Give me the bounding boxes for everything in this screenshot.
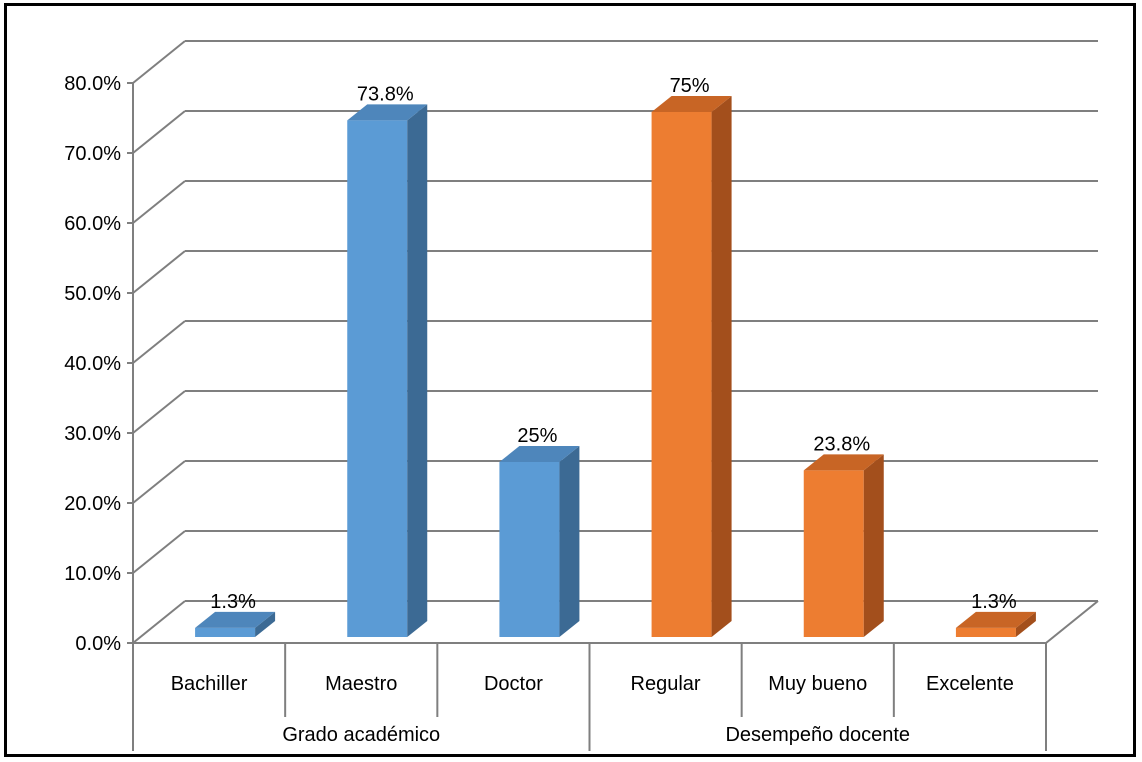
bar-doctor-front bbox=[499, 462, 560, 637]
bar-excelente-side bbox=[1015, 611, 1036, 637]
bar-maestro-side bbox=[407, 104, 428, 637]
x-group-label: Desempeño docente bbox=[725, 724, 910, 746]
bar-doctor-top bbox=[499, 446, 580, 462]
y-tick-label: 80.0% bbox=[64, 73, 121, 95]
bar-bachiller bbox=[195, 611, 276, 637]
data-label: 25% bbox=[517, 425, 557, 447]
axes: 0.0% 10.0% 20.0% 30.0% 40.0% 50.0% 60.0% 70.0% 8… bbox=[64, 73, 1047, 751]
bar-maestro-top bbox=[347, 104, 428, 121]
bars bbox=[195, 96, 1036, 637]
x-category-label: Excelente bbox=[926, 673, 1014, 695]
y-tick-label: 0.0% bbox=[75, 633, 121, 655]
bar-regular-front bbox=[651, 112, 712, 637]
data-label: 1.3% bbox=[971, 591, 1017, 613]
floor-right-edge bbox=[1045, 600, 1099, 644]
y-tick-label: 70.0% bbox=[64, 143, 121, 165]
gridlines bbox=[132, 40, 1099, 644]
y-tick-label: 50.0% bbox=[64, 283, 121, 305]
bar-regular-side bbox=[711, 96, 732, 637]
y-tick-label: 60.0% bbox=[64, 213, 121, 235]
chart-frame: 0.0% 10.0% 20.0% 30.0% 40.0% 50.0% 60.0% 70.0% 8… bbox=[4, 3, 1136, 757]
y-tick-label: 20.0% bbox=[64, 493, 121, 515]
bar-chart: 0.0% 10.0% 20.0% 30.0% 40.0% 50.0% 60.0% 70.0% 8… bbox=[64, 40, 1099, 751]
bar-doctor bbox=[499, 446, 580, 637]
bar-bachiller-top bbox=[195, 611, 276, 628]
labels: 1.3% Bachiller 73.8% Maestro 25% Doctor 75% Reg… bbox=[171, 75, 1017, 746]
gridline-diagonal bbox=[132, 390, 186, 434]
bar-excelente bbox=[955, 611, 1036, 637]
bar-regular-top bbox=[651, 96, 732, 112]
data-label: 75% bbox=[670, 75, 710, 97]
bar-muy-bueno-front bbox=[803, 470, 864, 637]
data-label: 1.3% bbox=[210, 591, 256, 613]
bar-muy-bueno bbox=[803, 454, 884, 637]
x-category-label: Doctor bbox=[484, 673, 543, 695]
bar-bachiller-side bbox=[255, 611, 276, 637]
bar-maestro-front bbox=[347, 120, 408, 637]
gridline-diagonal bbox=[132, 180, 186, 224]
y-tick-label: 30.0% bbox=[64, 423, 121, 445]
y-tick-label: 10.0% bbox=[64, 563, 121, 585]
x-category-label: Muy bueno bbox=[768, 673, 867, 695]
x-group-label: Grado académico bbox=[282, 724, 440, 746]
data-label: 23.8% bbox=[813, 433, 870, 455]
gridline-diagonal bbox=[132, 530, 186, 574]
bar-muy-bueno-side bbox=[863, 454, 884, 637]
gridline-diagonal bbox=[132, 250, 186, 294]
bar-excelente-top bbox=[955, 611, 1036, 628]
x-category-label: Regular bbox=[631, 673, 701, 695]
gridline-diagonal bbox=[132, 600, 186, 644]
x-category-label: Bachiller bbox=[171, 673, 248, 695]
bar-excelente-front bbox=[955, 627, 1016, 637]
gridline-diagonal bbox=[132, 320, 186, 364]
gridline-diagonal bbox=[132, 40, 186, 84]
bar-maestro bbox=[347, 104, 428, 637]
bar-bachiller-front bbox=[195, 627, 256, 637]
bar-regular bbox=[651, 96, 732, 637]
gridline-diagonal bbox=[132, 110, 186, 154]
gridline-diagonal bbox=[132, 460, 186, 504]
x-category-label: Maestro bbox=[325, 673, 397, 695]
data-label: 73.8% bbox=[357, 83, 414, 105]
bar-doctor-side bbox=[559, 446, 580, 637]
bar-muy-bueno-top bbox=[803, 454, 884, 471]
y-tick-label: 40.0% bbox=[64, 353, 121, 375]
